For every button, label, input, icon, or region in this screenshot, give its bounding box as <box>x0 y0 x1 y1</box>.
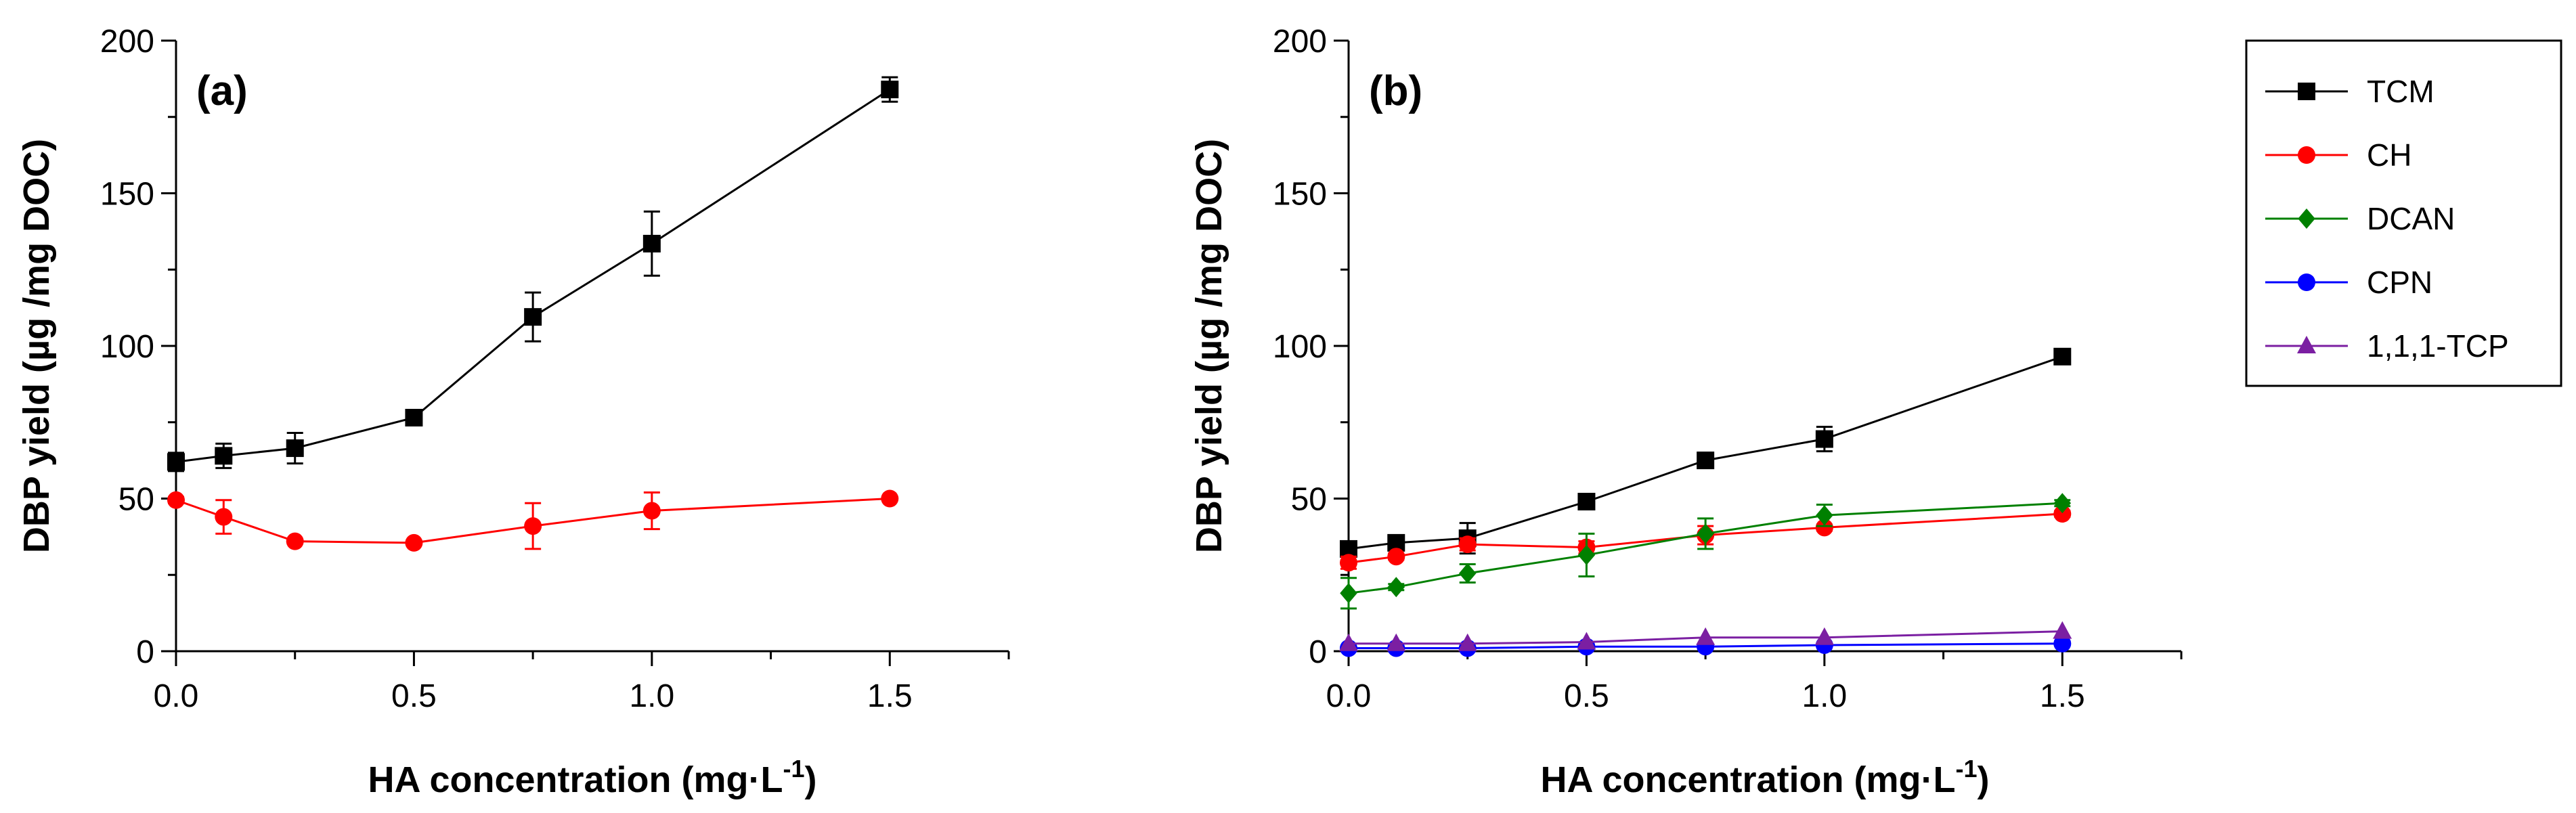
data-point-1-1-1-tcp <box>1577 632 1596 650</box>
legend-item-ch: CH <box>2265 137 2411 173</box>
data-point-dcan <box>1697 523 1714 544</box>
x-tick-label: 1.0 <box>1802 678 1847 714</box>
y-axis-title: DBP yield (µg /mg DOC) <box>1189 139 1229 553</box>
data-point-ch <box>1387 548 1405 566</box>
data-point-dcan <box>1340 583 1357 604</box>
data-point-1-1-1-tcp <box>2053 621 2072 639</box>
data-point-tcm <box>881 81 899 99</box>
x-tick-label: 0.5 <box>391 678 437 714</box>
data-point-tcm <box>642 234 661 252</box>
data-point-ch <box>524 517 542 535</box>
panel-a: 0 50 100 150 200 0.0 0.5 1.0 1.5 HA concentration… <box>16 24 1010 800</box>
data-point-tcm <box>2053 347 2072 366</box>
series-line-tcm <box>175 88 891 463</box>
legend-marker <box>2297 336 2316 353</box>
panel-label: (b) <box>1369 68 1422 114</box>
data-point-dcan <box>2053 493 2072 514</box>
data-point-dcan <box>1577 544 1596 565</box>
legend: TCM CH DCAN CPN 1,1,1-TCP <box>2245 39 2562 387</box>
data-point-tcm <box>286 439 304 458</box>
y-tick-label: 150 <box>1273 177 1327 213</box>
data-point-tcm <box>1697 452 1715 470</box>
y-tick-label: 0 <box>136 634 154 670</box>
legend-label: CPN <box>2367 265 2432 300</box>
legend-label: 1,1,1-TCP <box>2367 328 2509 364</box>
panel-b: 0 50 100 150 200 0.0 0.5 1.0 1.5 HA concentration… <box>1189 24 2183 800</box>
data-point-1-1-1-tcp <box>1387 633 1406 651</box>
data-point-1-1-1-tcp <box>1696 627 1716 645</box>
legend-item-1-1-1-tcp: 1,1,1-TCP <box>2265 328 2509 364</box>
data-point-ch <box>2053 505 2072 523</box>
data-point-tcm <box>215 447 233 465</box>
x-tick-label: 0.0 <box>154 678 199 714</box>
series-tcm <box>1340 347 2072 558</box>
y-tick-label: 150 <box>100 177 154 213</box>
data-point-ch <box>1815 519 1833 537</box>
data-point-ch <box>286 532 304 550</box>
data-point-tcm <box>167 453 185 471</box>
legend-marker <box>2298 83 2315 100</box>
legend-label: CH <box>2367 137 2411 173</box>
x-tick-label: 0.5 <box>1564 678 1609 714</box>
data-point-ch <box>642 502 661 520</box>
data-point-1-1-1-tcp <box>1339 633 1358 651</box>
data-point-dcan <box>1458 563 1477 584</box>
data-point-ch <box>1458 535 1477 554</box>
data-point-1-1-1-tcp <box>1458 633 1477 651</box>
x-tick-label: 1.5 <box>867 678 913 714</box>
y-tick-label: 100 <box>100 329 154 365</box>
series-tcm <box>167 76 899 473</box>
legend-label: TCM <box>2367 74 2435 109</box>
legend-item-cpn: CPN <box>2265 265 2432 300</box>
y-tick-label: 50 <box>1291 482 1327 518</box>
y-tick-label: 0 <box>1309 634 1327 670</box>
x-tick-label: 1.5 <box>2040 678 2085 714</box>
data-point-tcm <box>1815 430 1833 448</box>
x-tick-label: 1.0 <box>629 678 674 714</box>
data-point-tcm <box>1577 493 1596 511</box>
data-point-cpn <box>2053 634 2072 653</box>
legend-label: DCAN <box>2367 201 2455 236</box>
legend-marker <box>2298 146 2315 164</box>
legend-marker <box>2298 208 2315 229</box>
series-ch <box>167 489 899 552</box>
legend-item-dcan: DCAN <box>2265 201 2455 236</box>
data-point-1-1-1-tcp <box>1814 627 1834 645</box>
x-axis-title: HA concentration (mg·L-1) <box>1541 755 1990 800</box>
data-point-dcan <box>1387 577 1405 598</box>
data-point-ch <box>881 489 899 508</box>
data-point-ch <box>167 491 185 509</box>
y-tick-label: 100 <box>1273 329 1327 365</box>
y-tick-label: 200 <box>1273 24 1327 60</box>
data-point-ch <box>215 508 233 526</box>
data-point-dcan <box>1816 505 1833 526</box>
x-axis-title: HA concentration (mg·L-1) <box>368 755 817 800</box>
data-point-tcm <box>524 308 542 326</box>
y-tick-label: 50 <box>118 482 154 518</box>
data-point-ch <box>1340 554 1357 572</box>
series-1-1-1-tcp <box>1339 621 2072 651</box>
legend-item-tcm: TCM <box>2265 74 2435 109</box>
legend-marker <box>2298 273 2315 291</box>
data-point-ch <box>405 533 423 552</box>
data-point-tcm <box>405 408 423 426</box>
series-dcan <box>1340 493 2072 610</box>
y-axis-title: DBP yield (µg /mg DOC) <box>16 139 57 553</box>
panel-label: (a) <box>196 68 248 114</box>
x-tick-label: 0.0 <box>1326 678 1372 714</box>
y-tick-label: 200 <box>100 24 154 60</box>
